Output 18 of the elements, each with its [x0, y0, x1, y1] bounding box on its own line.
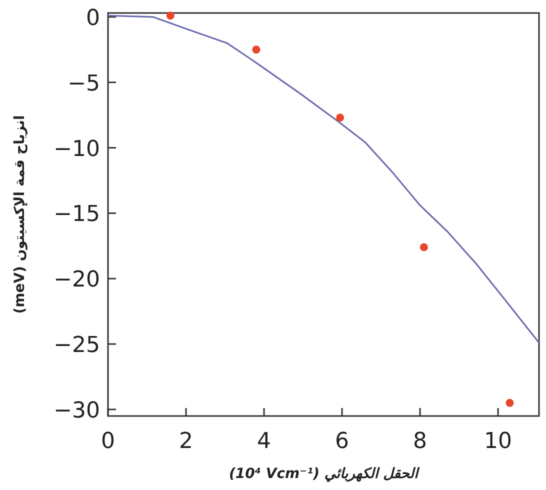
- y-tick-label: −20: [54, 268, 100, 293]
- point: [420, 243, 428, 252]
- y-tick-label: −15: [54, 202, 100, 228]
- y-tick-label: −30: [54, 398, 100, 424]
- point: [166, 12, 174, 20]
- point: [252, 46, 260, 54]
- x-tick-label: 2: [179, 429, 194, 454]
- x-tick-label: 6: [335, 429, 350, 454]
- y-tick-label: −10: [54, 136, 100, 162]
- point: [336, 114, 344, 122]
- x-tick-label: 10: [484, 429, 512, 454]
- line-series: [107, 14, 540, 344]
- x-tick-label: 8: [413, 429, 428, 454]
- y-tick-label: −25: [54, 333, 100, 358]
- y-tick-label: −5: [68, 71, 100, 96]
- point: [506, 398, 514, 407]
- x-tick-label: 4: [257, 429, 272, 454]
- y-tick-label: 0: [86, 6, 100, 31]
